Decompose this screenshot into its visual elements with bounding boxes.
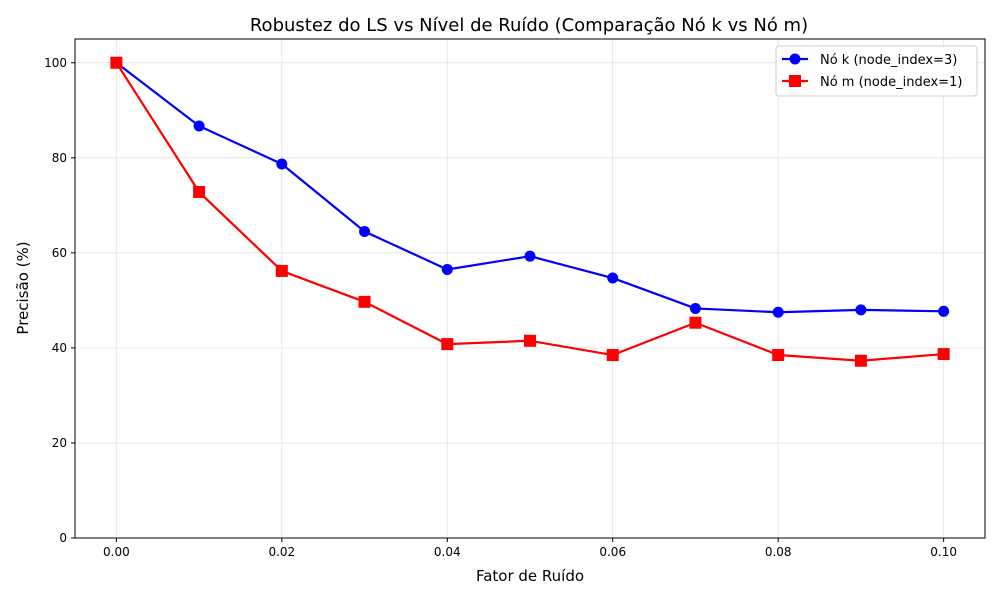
- data-point: [276, 158, 288, 170]
- plot-area: [75, 39, 985, 538]
- y-tick-label: 40: [52, 341, 67, 355]
- data-point: [854, 354, 867, 367]
- x-axis-label: Fator de Ruído: [476, 567, 584, 585]
- data-point: [358, 295, 371, 308]
- data-point: [772, 349, 785, 362]
- x-tick-label: 0.08: [765, 545, 792, 559]
- data-point: [441, 338, 454, 351]
- data-point: [607, 272, 619, 284]
- data-point: [938, 305, 950, 317]
- x-tick-label: 0.00: [103, 545, 130, 559]
- y-tick-label: 100: [44, 56, 67, 70]
- data-point: [606, 349, 619, 362]
- y-tick-label: 0: [59, 531, 67, 545]
- x-tick-label: 0.02: [268, 545, 295, 559]
- data-point: [110, 56, 123, 69]
- data-point: [524, 250, 536, 262]
- legend-label: Nó m (node_index=1): [820, 75, 962, 90]
- x-axis: 0.00 0.02 0.04 0.06 0.08 0.10: [103, 538, 957, 559]
- legend-box: [775, 45, 978, 97]
- data-point: [359, 225, 371, 237]
- y-tick-label: 80: [52, 151, 67, 165]
- y-axis: 0 20 40 60 80 100: [44, 56, 75, 545]
- legend-label: Nó k (node_index=3): [820, 53, 957, 68]
- data-point: [689, 316, 702, 329]
- legend-marker: [789, 53, 801, 65]
- x-tick-label: 0.10: [930, 545, 957, 559]
- data-point: [193, 186, 206, 199]
- chart-title: Robustez do LS vs Nível de Ruído (Compar…: [250, 15, 808, 36]
- y-tick-label: 60: [52, 246, 67, 260]
- data-point: [772, 306, 784, 318]
- x-tick-label: 0.04: [434, 545, 461, 559]
- data-point: [441, 263, 453, 275]
- legend-marker: [789, 75, 801, 87]
- y-axis-label: Precisão (%): [14, 241, 32, 334]
- data-point: [855, 304, 867, 316]
- data-point: [937, 348, 950, 361]
- series-2: [110, 56, 950, 367]
- legend-item: Nó k (node_index=3): [782, 53, 957, 68]
- data-point: [689, 302, 701, 314]
- data-point: [193, 120, 205, 132]
- plot-frame: [74, 38, 986, 539]
- data-point: [275, 264, 288, 277]
- data-point: [524, 334, 536, 347]
- legend-item: Nó m (node_index=1): [782, 75, 962, 90]
- y-tick-label: 20: [52, 436, 67, 450]
- x-tick-label: 0.06: [599, 545, 626, 559]
- series-layer: [110, 56, 950, 367]
- legend: Nó k (node_index=3) Nó m (node_index=1): [775, 45, 978, 97]
